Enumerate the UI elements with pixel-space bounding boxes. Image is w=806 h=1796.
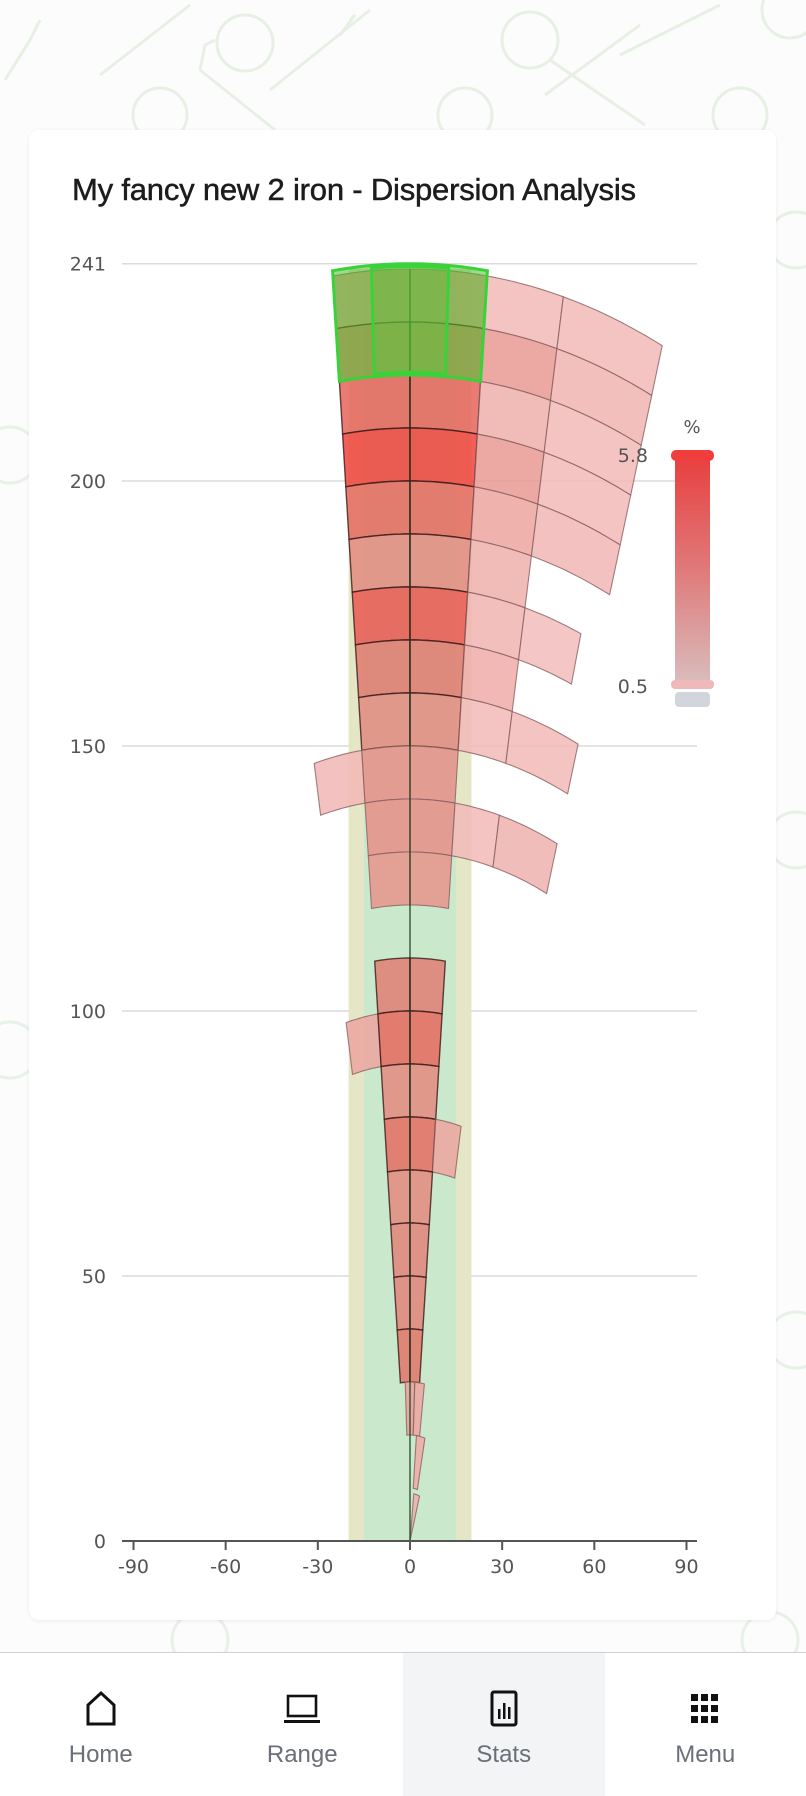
heatmap-cell[interactable] [519,608,581,684]
heatmap-cell[interactable] [506,712,578,794]
laptop-icon [282,1689,322,1729]
legend-max-handle[interactable] [671,450,714,461]
heatmap-cell[interactable] [391,1223,410,1278]
dispersion-chart: -90 -60 -30 0 30 60 90 0 50 100 150 200 241 % 5.8 0.… [0,0,806,1652]
heatmap-cell[interactable] [410,1011,442,1067]
nav-item-range[interactable]: Range [202,1653,404,1796]
heatmap-cell[interactable] [346,481,410,540]
y-tick-label: 100 [70,1001,106,1023]
heatmap-cell[interactable] [410,640,465,698]
highlight-region [333,264,488,382]
heatmap-cell[interactable] [355,640,410,698]
legend-max-label: 5.8 [618,445,648,467]
bottom-navigation: Home Range Stats Menu [0,1652,806,1796]
heatmap-cell[interactable] [362,746,410,803]
nav-label-range: Range [267,1741,338,1769]
heatmap-cell[interactable] [388,1170,411,1225]
heatmap-cell[interactable] [381,1064,410,1119]
heatmap-cell[interactable] [493,815,557,893]
nav-label-home: Home [69,1741,133,1769]
heatmap-cell[interactable] [410,1064,439,1119]
legend-min-handle[interactable] [671,680,714,689]
heatmap-cell[interactable] [410,1276,426,1330]
heatmap-cell[interactable] [410,481,474,540]
heatmap-cell[interactable] [349,534,410,592]
color-legend: % 5.8 0.5 [618,417,714,707]
nav-item-stats[interactable]: Stats [403,1653,605,1796]
legend-bar[interactable] [675,458,710,684]
x-tick-label: -60 [210,1556,241,1578]
heatmap-cell[interactable] [346,1014,381,1075]
heatmap-cell[interactable] [359,693,410,750]
heatmap-cell[interactable] [410,746,458,803]
nav-item-menu[interactable]: Menu [605,1653,806,1796]
heatmap-cell[interactable] [343,428,410,487]
y-tick-label: 150 [70,736,106,758]
heatmap-cell[interactable] [410,1223,429,1278]
x-tick-label: -30 [302,1556,333,1578]
legend-min-label: 0.5 [618,676,648,698]
heatmap-cell[interactable] [365,799,410,856]
heatmap-cell[interactable] [410,428,477,487]
x-tick-label: 90 [674,1556,698,1578]
grid-menu-icon [685,1689,725,1729]
nav-item-home[interactable]: Home [0,1653,202,1796]
heatmap-cell[interactable] [375,958,410,1014]
y-tick-label: 0 [94,1531,106,1553]
heatmap-cell[interactable] [384,1117,410,1172]
heatmap-cell[interactable] [378,1011,410,1067]
heatmap-cell[interactable] [368,852,410,909]
heatmap-cell[interactable] [410,587,468,645]
nav-label-stats: Stats [476,1741,531,1769]
heatmap-cell[interactable] [394,1276,410,1330]
heatmap-cell[interactable] [410,799,455,856]
heatmap-cell[interactable] [352,587,410,645]
highlight-inner[interactable] [371,266,448,374]
x-tick-label: -90 [118,1556,149,1578]
heatmap-cell[interactable] [452,803,500,867]
heatmap-cell[interactable] [410,693,461,750]
heatmap-cell[interactable] [410,958,445,1014]
heatmap-cell[interactable] [339,375,410,434]
y-tick-label: 50 [82,1266,106,1288]
x-tick-label: 0 [404,1556,416,1578]
heatmap-cell[interactable] [410,1170,433,1225]
x-tick-label: 30 [490,1556,514,1578]
home-icon [81,1689,121,1729]
x-tick-label: 60 [582,1556,606,1578]
heatmap-cell[interactable] [410,1117,436,1172]
heatmap-cell[interactable] [410,534,471,592]
legend-below-range [675,692,710,707]
heatmap-cell[interactable] [410,852,452,909]
y-tick-label: 241 [70,254,106,276]
legend-unit-label: % [683,417,700,438]
nav-label-menu: Menu [675,1741,735,1769]
heatmap-cell[interactable] [410,375,481,434]
bar-chart-icon [484,1689,524,1729]
y-tick-label: 200 [70,471,106,493]
